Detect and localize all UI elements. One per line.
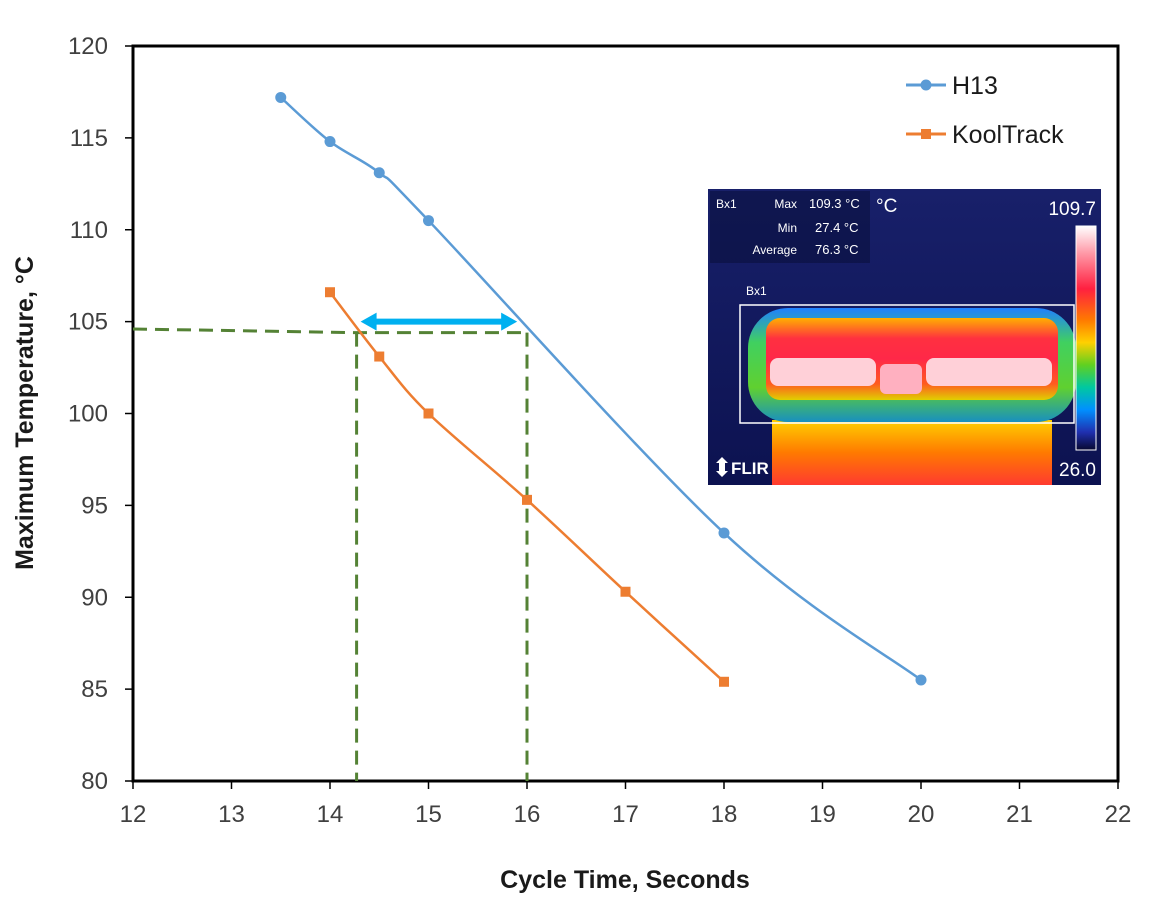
- x-tick-label: 15: [415, 801, 442, 828]
- thermal-scale-min: 26.0: [1059, 460, 1096, 481]
- cycle-time-arrow-head-left: [360, 312, 377, 331]
- y-tick-label: 120: [68, 33, 108, 60]
- thermal-readout-panel: [710, 191, 870, 263]
- y-axis-title: Maximum Temperature, °C: [11, 256, 39, 570]
- thermal-box-name: Bx1: [716, 197, 737, 211]
- thermal-avg-label: Average: [753, 243, 798, 257]
- y-tick-label: 105: [68, 309, 108, 336]
- x-tick-label: 16: [514, 801, 541, 828]
- x-tick-label: 14: [317, 801, 344, 828]
- guide-horizontal: [132, 327, 527, 335]
- flir-logo: FLIR: [716, 457, 769, 478]
- legend-marker-h13: [920, 79, 932, 91]
- data-point-h13: [324, 136, 336, 148]
- flir-logo-text: FLIR: [731, 459, 769, 478]
- y-tick-label: 85: [81, 676, 108, 703]
- legend-item-h13: H13: [906, 72, 998, 100]
- data-point-h13: [915, 674, 927, 686]
- thermal-min-label: Min: [778, 221, 797, 235]
- data-point-kooltrack: [423, 408, 434, 419]
- x-tick-label: 17: [612, 801, 639, 828]
- thermal-unit: °C: [876, 196, 897, 217]
- x-tick-label: 12: [120, 801, 147, 828]
- x-axis-title: Cycle Time, Seconds: [500, 866, 750, 894]
- data-point-kooltrack: [719, 676, 729, 687]
- cycle-time-arrow-head-right: [501, 312, 518, 331]
- y-tick-label: 95: [81, 492, 108, 519]
- x-tick-label: 20: [908, 801, 935, 828]
- x-tick-label: 13: [218, 801, 245, 828]
- thermal-lower-glow: [772, 420, 1052, 485]
- x-tick-label: 19: [809, 801, 836, 828]
- data-point-h13: [275, 91, 287, 103]
- y-tick-label: 90: [81, 584, 108, 611]
- thermal-min-value: 27.4 °C: [815, 220, 859, 235]
- legend-item-kooltrack: KoolTrack: [906, 121, 1064, 149]
- thermal-hottest-left: [770, 358, 876, 386]
- data-point-h13: [373, 167, 385, 179]
- legend: H13 KoolTrack: [906, 72, 1064, 149]
- thermal-avg-value: 76.3 °C: [815, 242, 859, 257]
- thermal-hottest-center: [880, 364, 922, 394]
- flir-logo-icon: [716, 457, 728, 477]
- x-tick-label: 18: [711, 801, 738, 828]
- data-point-kooltrack: [374, 351, 385, 362]
- y-tick-label: 100: [68, 401, 108, 428]
- x-tick-label: 22: [1105, 801, 1132, 828]
- data-point-kooltrack: [325, 287, 335, 298]
- x-tick-label: 21: [1006, 801, 1033, 828]
- thermal-max-value: 109.3 °C: [809, 196, 860, 211]
- guide-lines: [132, 312, 529, 781]
- thermal-max-label: Max: [774, 197, 797, 211]
- y-tick-label: 80: [81, 768, 108, 795]
- thermal-color-scale: [1075, 225, 1097, 451]
- y-tick-label: 110: [70, 217, 108, 244]
- series-layer: [275, 91, 927, 687]
- legend-label-kooltrack: KoolTrack: [952, 121, 1064, 149]
- thermal-region-label: Bx1: [746, 284, 767, 298]
- data-point-kooltrack: [522, 494, 532, 505]
- data-point-h13: [718, 527, 730, 539]
- thermal-image-inset: Bx1 Max 109.3 °C Min 27.4 °C Average 76.…: [708, 189, 1101, 485]
- data-point-h13: [423, 215, 434, 227]
- thermal-scale-max: 109.7: [1048, 199, 1096, 220]
- thermal-box-outline: [739, 304, 1075, 424]
- thermal-hottest-right: [926, 358, 1052, 386]
- legend-label-h13: H13: [952, 72, 998, 100]
- y-tick-label: 115: [70, 125, 108, 152]
- data-point-kooltrack: [620, 586, 631, 597]
- legend-marker-kooltrack: [921, 129, 931, 139]
- plot-area: 12 13 14 15 16 17 18 19 20 21 22 80 85 90 95 100 105 110 1…: [68, 33, 1131, 828]
